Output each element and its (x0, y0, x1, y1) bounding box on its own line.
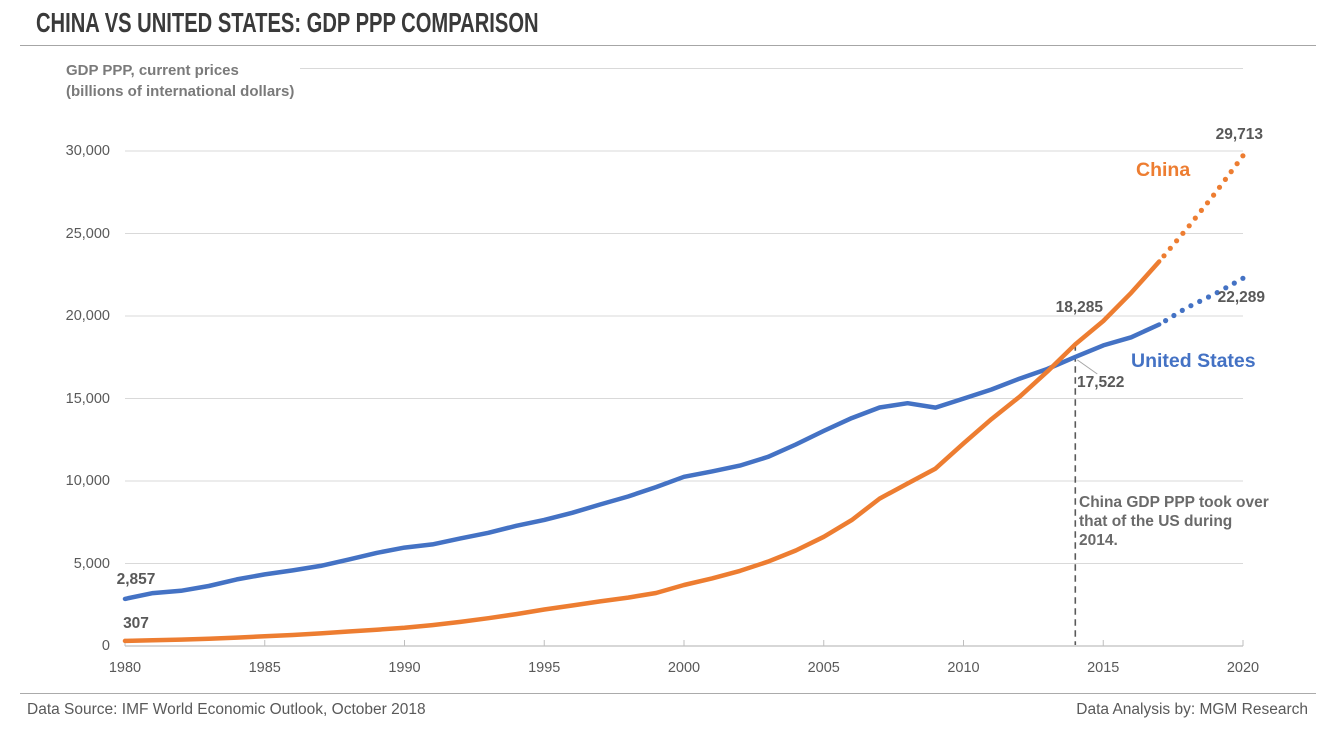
title-divider (20, 45, 1316, 46)
china-projection-dot (1234, 161, 1240, 167)
united-states-projection-dot (1231, 280, 1237, 286)
y-axis-tick-label: 10,000 (65, 473, 110, 489)
us-2020-value-label: 22,289 (1217, 289, 1265, 306)
y-axis-tick-label: 5,000 (73, 555, 110, 572)
footer-divider (20, 693, 1316, 694)
china-1980-value-label: 307 (123, 615, 149, 632)
united-states-projection-dot (1205, 294, 1212, 300)
united-states-projection-dot (1163, 318, 1169, 324)
china-projection-dot (1211, 192, 1217, 198)
united-states-series-label: United States (1131, 350, 1256, 372)
x-axis-tick-label: 1990 (388, 660, 421, 676)
x-axis-tick-label: 2000 (667, 660, 701, 676)
x-axis-tick-label: 1980 (108, 660, 142, 676)
united-states-projection-dot (1171, 312, 1177, 319)
x-axis-tick-label: 2005 (807, 660, 840, 676)
y-axis-title-line1: GDP PPP, current prices (66, 62, 239, 79)
united-states-projection-dot (1179, 307, 1185, 313)
y-axis-tick-label: 20,000 (65, 308, 110, 324)
china-projection-dot (1180, 230, 1186, 236)
us-2014-leader-line (1077, 359, 1098, 375)
china-projection-dot (1186, 223, 1192, 229)
china-projection-dot (1174, 238, 1180, 244)
y-axis-tick-label: 0 (101, 638, 110, 654)
china-projection-dot (1228, 169, 1234, 175)
crossover-annotation: China GDP PPP took over that of the US d… (1079, 494, 1269, 549)
united-states-line-solid (122, 322, 1162, 602)
us-2014-value-label: 17,522 (1077, 374, 1125, 391)
x-axis-tick-label: 2010 (947, 660, 980, 676)
united-states-projection-dot (1188, 303, 1194, 309)
y-axis-title-line2: (billions of international dollars) (66, 83, 295, 100)
china-series-label: China (1136, 159, 1191, 181)
china-projection-dot (1216, 184, 1223, 190)
china-line-solid (122, 259, 1162, 644)
data-source-text: Data Source: IMF World Economic Outlook,… (27, 701, 426, 718)
y-axis-tick-label: 15,000 (65, 390, 110, 407)
china-projection-dot (1167, 245, 1173, 251)
x-axis-tick-label: 1985 (248, 660, 281, 676)
x-axis-tick-label: 1995 (528, 660, 561, 676)
china-2014-value-label: 18,285 (1055, 299, 1103, 316)
china-projection-dot (1161, 253, 1167, 259)
china-projection-dot (1204, 200, 1211, 206)
y-axis-tick-label: 30,000 (65, 143, 110, 159)
china-projection-dot (1192, 215, 1198, 221)
y-axis-tick-label: 25,000 (65, 225, 110, 242)
page-title: CHINA VS UNITED STATES: GDP PPP COMPARIS… (36, 7, 539, 38)
china-projection-dot (1198, 207, 1204, 213)
x-axis-tick-label: 2015 (1087, 660, 1120, 676)
data-analysis-credit-text: Data Analysis by: MGM Research (1076, 701, 1308, 718)
us-1980-value-label: 2,857 (116, 571, 156, 588)
y-axis-title: GDP PPP, current prices (billions of int… (66, 58, 301, 104)
china-projection-dot (1222, 176, 1228, 182)
united-states-projection-dot (1240, 275, 1246, 281)
united-states-projection-dot (1197, 298, 1203, 304)
united-states-projection-dot (1214, 290, 1220, 296)
china-2020-value-label: 29,713 (1215, 126, 1263, 143)
china-projection-dot (1240, 153, 1246, 159)
x-axis-tick-label: 2020 (1226, 660, 1260, 676)
united-states-projection-dot (1223, 285, 1229, 291)
